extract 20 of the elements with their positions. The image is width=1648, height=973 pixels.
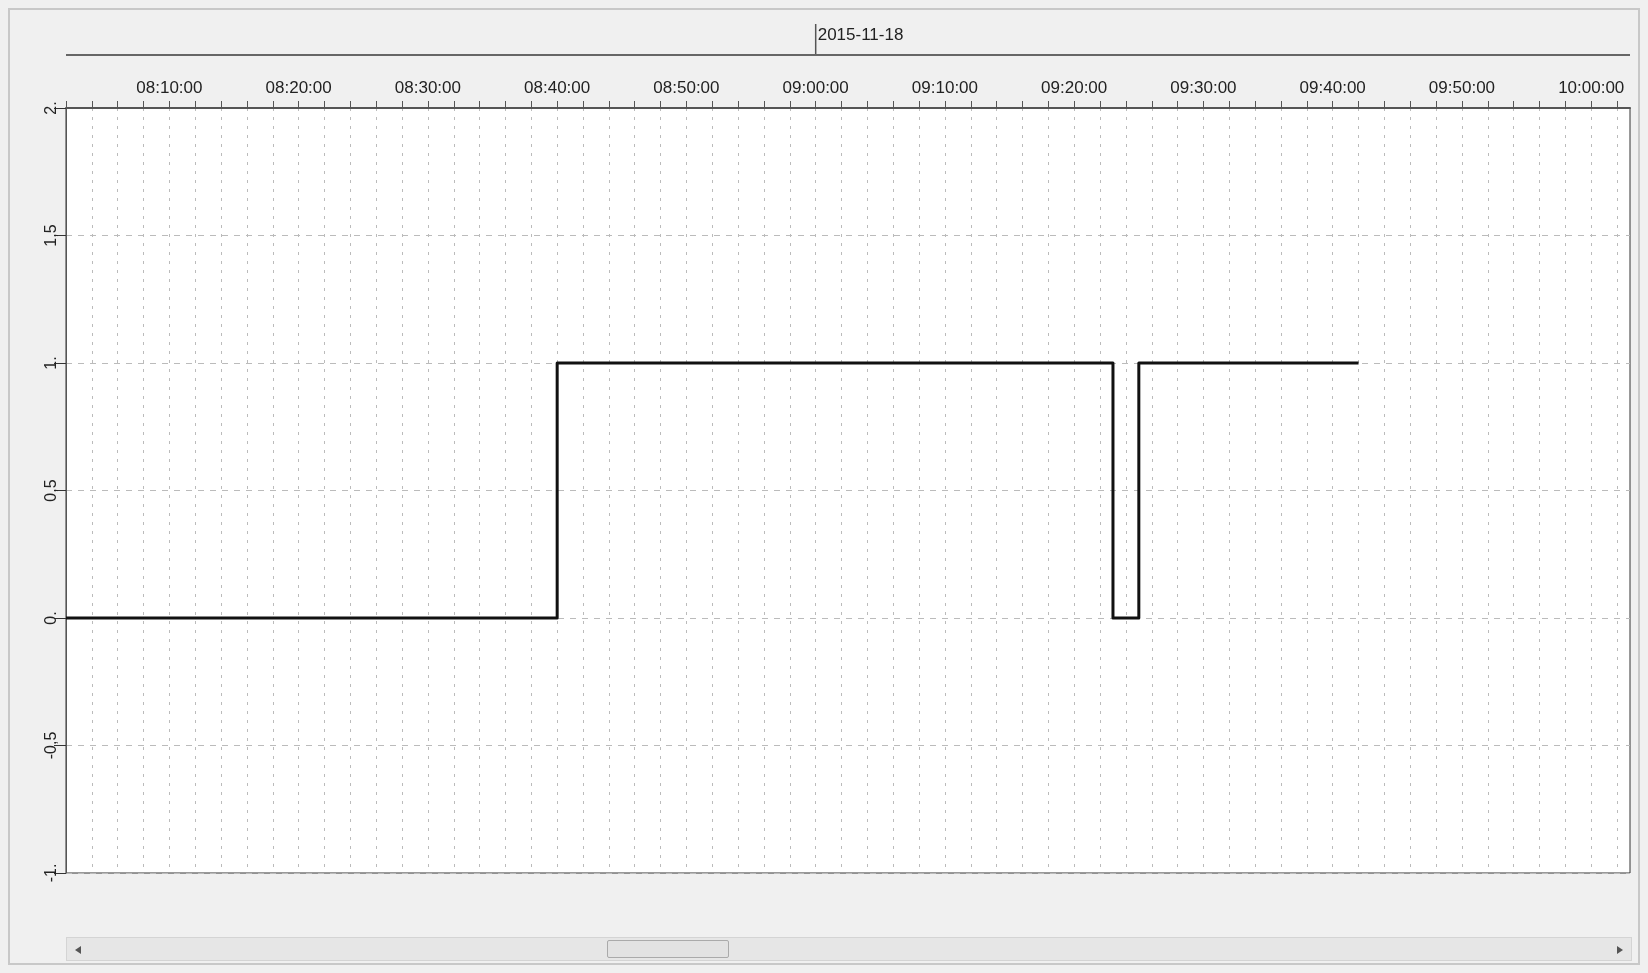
x-tick-label: 09:50:00 (1428, 78, 1496, 97)
x-tick-label: 09:10:00 (911, 78, 979, 97)
x-tick-label: 09:20:00 (1041, 78, 1108, 97)
x-tick-label: 09:40:00 (1299, 78, 1366, 97)
y-tick-label: 0,5 (41, 479, 59, 502)
x-tick-label: 08:30:00 (394, 78, 462, 97)
x-tick-label: 10:00:00 (1558, 78, 1625, 97)
text: 2015-11-18 (817, 25, 904, 44)
x-tick-label: 08:50:00 (653, 78, 720, 97)
x-tick-label: 08:20:00 (265, 78, 332, 97)
x-tick-label: 09:30:00 (1170, 78, 1237, 97)
y-tick-label: 1,5 (41, 224, 59, 247)
x-tick-label: 08:10:00 (136, 78, 203, 97)
y-tick-label: 1. (41, 356, 59, 370)
y-tick-label: -0,5 (41, 731, 59, 760)
x-tick-label: 08:40:00 (524, 78, 591, 97)
x-tick-label: 09:00:00 (782, 78, 849, 97)
y-tick-label: 0. (41, 611, 59, 625)
y-tick-label: -1. (41, 863, 59, 883)
y-tick-label: 2. (41, 101, 59, 115)
